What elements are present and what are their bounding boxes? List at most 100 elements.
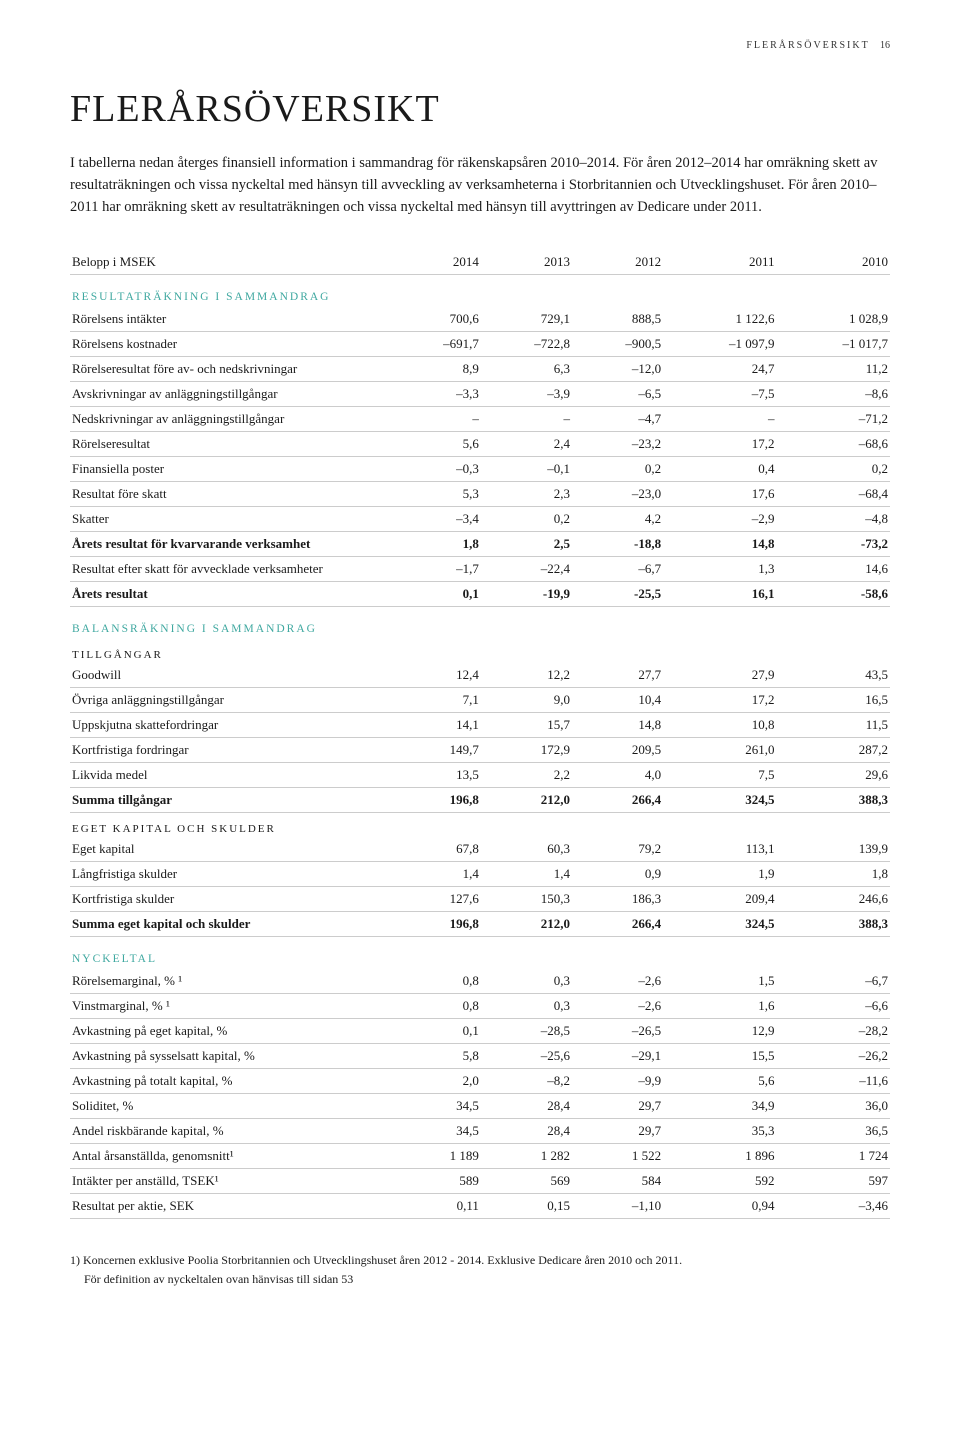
cell: 1,3 — [663, 557, 776, 582]
sub-heading: TILLGÅNGAR — [70, 639, 890, 663]
cell: 12,4 — [390, 663, 481, 688]
cell: 1 122,6 — [663, 307, 776, 332]
cell: 0,4 — [663, 457, 776, 482]
cell: 60,3 — [481, 837, 572, 862]
cell: 113,1 — [663, 837, 776, 862]
cell: –28,2 — [777, 1019, 890, 1044]
cell: 246,6 — [777, 887, 890, 912]
cell: 1,4 — [390, 862, 481, 887]
cell: 388,3 — [777, 788, 890, 813]
row-label: Avskrivningar av anläggningstillgångar — [70, 382, 390, 407]
page-title: FLERÅRSÖVERSIKT — [70, 87, 890, 131]
table-row: Avkastning på totalt kapital, %2,0–8,2–9… — [70, 1069, 890, 1094]
cell: 700,6 — [390, 307, 481, 332]
table-row: Nedskrivningar av anläggningstillgångar –… — [70, 407, 890, 432]
cell: 0,9 — [572, 862, 663, 887]
cell: 17,2 — [663, 432, 776, 457]
row-label: Intäkter per anställd, TSEK¹ — [70, 1169, 390, 1194]
cell: –0,3 — [390, 457, 481, 482]
cell: 1 189 — [390, 1144, 481, 1169]
row-label: Likvida medel — [70, 763, 390, 788]
cell: 27,7 — [572, 663, 663, 688]
financial-table: Belopp i MSEK 2014 2013 2012 2011 2010 R… — [70, 246, 890, 1219]
row-label: Summa tillgångar — [70, 788, 390, 813]
cell: –3,9 — [481, 382, 572, 407]
cell: 7,1 — [390, 688, 481, 713]
row-label: Resultat efter skatt för avvecklade verk… — [70, 557, 390, 582]
row-label: Årets resultat — [70, 582, 390, 607]
table-row: Årets resultat för kvarvarande verksamhe… — [70, 532, 890, 557]
cell: 29,7 — [572, 1119, 663, 1144]
cell: 5,6 — [663, 1069, 776, 1094]
cell: 127,6 — [390, 887, 481, 912]
cell: –25,6 — [481, 1044, 572, 1069]
cell: –722,8 — [481, 332, 572, 357]
cell: 261,0 — [663, 738, 776, 763]
cell: –12,0 — [572, 357, 663, 382]
cell: 5,6 — [390, 432, 481, 457]
table-row: Goodwill12,412,227,727,943,5 — [70, 663, 890, 688]
table-row: Kortfristiga skulder127,6150,3186,3209,4… — [70, 887, 890, 912]
cell: 287,2 — [777, 738, 890, 763]
cell: –28,5 — [481, 1019, 572, 1044]
table-row: Resultat efter skatt för avvecklade verk… — [70, 557, 890, 582]
row-label: Nedskrivningar av anläggningstillgångar — [70, 407, 390, 432]
cell: 186,3 — [572, 887, 663, 912]
table-row: Summa eget kapital och skulder196,8212,0… — [70, 912, 890, 937]
cell: –0,1 — [481, 457, 572, 482]
cell: –71,2 — [777, 407, 890, 432]
cell: 43,5 — [777, 663, 890, 688]
section-heading: NYCKELTAL — [70, 937, 890, 970]
col-2013: 2013 — [481, 246, 572, 275]
cell: –9,9 — [572, 1069, 663, 1094]
cell: 36,5 — [777, 1119, 890, 1144]
row-label: Årets resultat för kvarvarande verksamhe… — [70, 532, 390, 557]
cell: 0,11 — [390, 1194, 481, 1219]
cell: –1,7 — [390, 557, 481, 582]
cell: 324,5 — [663, 788, 776, 813]
cell: 324,5 — [663, 912, 776, 937]
heading-label: RESULTATRÄKNING I SAMMANDRAG — [70, 275, 890, 308]
cell: 209,4 — [663, 887, 776, 912]
footnote-2: För definition av nyckeltalen ovan hänvi… — [70, 1270, 890, 1289]
cell: –2,6 — [572, 994, 663, 1019]
table-row: Resultat per aktie, SEK0,110,15–1,100,94… — [70, 1194, 890, 1219]
cell: -58,6 — [777, 582, 890, 607]
cell: –3,46 — [777, 1194, 890, 1219]
cell: –900,5 — [572, 332, 663, 357]
cell: –29,1 — [572, 1044, 663, 1069]
row-label: Avkastning på eget kapital, % — [70, 1019, 390, 1044]
cell: –26,2 — [777, 1044, 890, 1069]
cell: 7,5 — [663, 763, 776, 788]
col-label: Belopp i MSEK — [70, 246, 390, 275]
cell: 1 724 — [777, 1144, 890, 1169]
cell: 0,3 — [481, 994, 572, 1019]
page: FLERÅRSÖVERSIKT 16 FLERÅRSÖVERSIKT I tab… — [0, 0, 960, 1450]
row-label: Avkastning på totalt kapital, % — [70, 1069, 390, 1094]
cell: 212,0 — [481, 912, 572, 937]
cell: 1,5 — [663, 969, 776, 994]
row-label: Goodwill — [70, 663, 390, 688]
table-row: Avkastning på eget kapital, %0,1–28,5–26… — [70, 1019, 890, 1044]
row-label: Kortfristiga fordringar — [70, 738, 390, 763]
table-row: Uppskjutna skattefordringar14,115,714,81… — [70, 713, 890, 738]
cell: 12,2 — [481, 663, 572, 688]
cell: –4,7 — [572, 407, 663, 432]
cell: –4,8 — [777, 507, 890, 532]
table-row: Rörelsens kostnader–691,7–722,8–900,5–1 … — [70, 332, 890, 357]
cell: 0,94 — [663, 1194, 776, 1219]
running-header-label: FLERÅRSÖVERSIKT — [746, 40, 869, 51]
cell: –3,4 — [390, 507, 481, 532]
row-label: Resultat före skatt — [70, 482, 390, 507]
table-row: Övriga anläggningstillgångar7,19,010,417… — [70, 688, 890, 713]
cell: –68,4 — [777, 482, 890, 507]
cell: 149,7 — [390, 738, 481, 763]
table-row: Rörelseresultat före av- och nedskrivnin… — [70, 357, 890, 382]
cell: 0,2 — [572, 457, 663, 482]
row-label: Soliditet, % — [70, 1094, 390, 1119]
cell: 28,4 — [481, 1119, 572, 1144]
cell: 2,3 — [481, 482, 572, 507]
cell: –3,3 — [390, 382, 481, 407]
cell: 1,6 — [663, 994, 776, 1019]
cell: 79,2 — [572, 837, 663, 862]
